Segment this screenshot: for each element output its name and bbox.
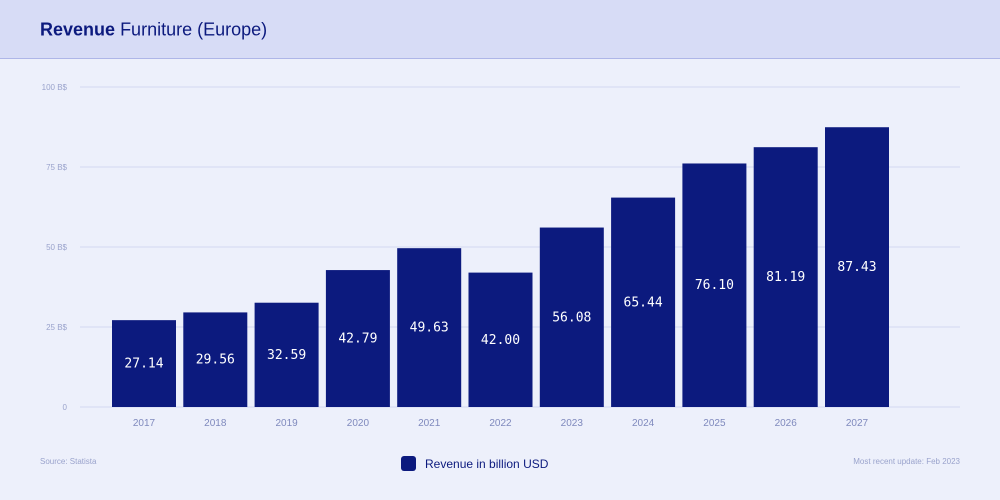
bar <box>325 270 390 407</box>
y-tick-label: 100 B$ <box>42 83 68 92</box>
chart-header: Revenue Furniture (Europe) <box>0 0 1000 59</box>
data-label: 76.10 <box>695 278 734 293</box>
x-tick-label: 2017 <box>133 418 156 429</box>
bar <box>539 227 604 407</box>
chart-title-bold: Revenue <box>40 19 116 40</box>
chart-title: Revenue Furniture (Europe) <box>40 20 267 41</box>
x-tick-label: 2018 <box>204 418 227 429</box>
data-label: 42.79 <box>338 332 377 347</box>
chart-title-rest: Furniture (Europe) <box>120 19 268 40</box>
data-label: 27.14 <box>124 357 163 372</box>
y-tick-label: 75 B$ <box>46 163 67 172</box>
x-tick-label: 2022 <box>489 418 512 429</box>
bar <box>397 248 462 407</box>
x-tick-label: 2023 <box>561 418 584 429</box>
data-label: 42.00 <box>481 333 520 348</box>
x-tick-label: 2021 <box>418 418 441 429</box>
legend: Revenue in billion USD <box>401 456 548 471</box>
x-tick-label: 2024 <box>632 418 655 429</box>
data-label: 29.56 <box>196 353 235 368</box>
bar <box>183 312 248 407</box>
source-note: Source: Statista <box>40 457 97 466</box>
x-tick-label: 2027 <box>846 418 869 429</box>
bar <box>825 127 889 407</box>
bar <box>611 197 676 407</box>
bar <box>468 272 533 407</box>
y-tick-label: 25 B$ <box>46 323 67 332</box>
x-tick-label: 2026 <box>775 418 798 429</box>
data-label: 87.43 <box>837 260 876 275</box>
update-note: Most recent update: Feb 2023 <box>853 457 960 466</box>
data-label: 49.63 <box>410 321 449 336</box>
bar <box>753 147 818 407</box>
data-label: 65.44 <box>624 295 663 310</box>
data-label: 81.19 <box>766 270 805 285</box>
bar <box>682 163 747 407</box>
x-tick-label: 2025 <box>703 418 726 429</box>
data-label: 56.08 <box>552 310 591 325</box>
legend-label: Revenue in billion USD <box>425 456 549 471</box>
y-tick-label: 0 <box>63 403 68 412</box>
data-label: 32.59 <box>267 348 306 363</box>
x-tick-label: 2019 <box>275 418 298 429</box>
bar <box>254 302 319 407</box>
x-tick-label: 2020 <box>347 418 370 429</box>
bar <box>112 320 176 407</box>
y-tick-label: 50 B$ <box>46 243 67 252</box>
legend-swatch <box>401 456 416 471</box>
